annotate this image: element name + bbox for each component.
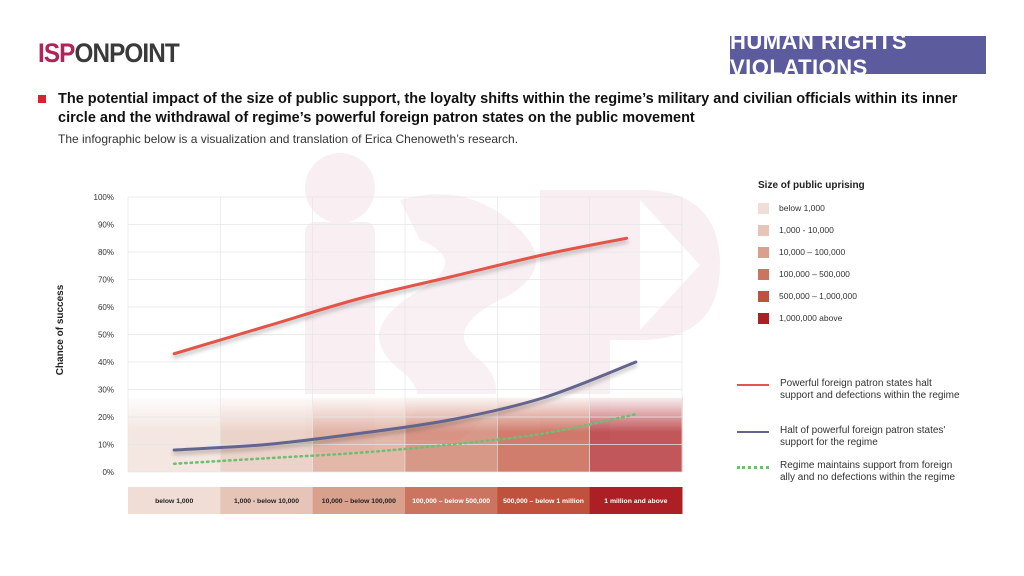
series-line-2 — [172, 360, 638, 452]
legend-label: Regime maintains support from foreign al… — [780, 460, 956, 483]
legend-swatch — [758, 246, 769, 258]
x-category-cell — [405, 487, 498, 514]
legend-swatch — [758, 290, 769, 302]
x-tick-label: 500,000 – below 1 million — [503, 498, 584, 505]
legend-line-swatch — [737, 384, 769, 386]
legend-swatch — [758, 268, 769, 280]
y-tick-label: 100% — [94, 193, 114, 202]
bullet-square-icon — [38, 95, 46, 103]
legend-label: 500,000 – 1,000,000 — [779, 291, 857, 301]
y-tick-label: 50% — [98, 331, 114, 340]
y-axis-label: Chance of success — [55, 284, 66, 375]
isp-logo: ISPONPOINT — [38, 38, 180, 68]
line-legend-item: Halt of powerful foreign patron states' … — [737, 425, 967, 449]
legend-label: 1,000 - 10,000 — [779, 225, 834, 235]
logo-onpoint-text: ONPOINT — [74, 38, 179, 68]
line-legend-item: Powerful foreign patron states halt supp… — [737, 378, 967, 402]
legend-swatch — [758, 202, 769, 214]
x-tick-label: below 1,000 — [155, 498, 193, 505]
series-line-1 — [172, 236, 629, 356]
x-category-cell — [589, 487, 683, 514]
size-legend-item: 10,000 – 100,000 — [758, 245, 845, 259]
y-tick-label: 0% — [102, 468, 114, 477]
size-legend-item: 500,000 – 1,000,000 — [758, 289, 857, 303]
legend-label: below 1,000 — [779, 203, 825, 213]
page-subline: The infographic below is a visualization… — [58, 132, 519, 146]
y-tick-label: 90% — [98, 221, 114, 230]
x-tick-label: 10,000 – below 100,000 — [322, 498, 396, 505]
size-legend-item: 1,000,000 above — [758, 311, 842, 325]
legend-label: 100,000 – 500,000 — [779, 269, 850, 279]
y-tick-label: 60% — [98, 303, 114, 312]
y-tick-label: 70% — [98, 276, 114, 285]
legend-line-swatch — [737, 431, 769, 433]
legend-label: 1,000,000 above — [779, 313, 843, 323]
legend-line-swatch — [737, 466, 769, 469]
series-line-3 — [172, 412, 638, 466]
y-tick-label: 10% — [98, 441, 114, 450]
page-headline: The potential impact of the size of publ… — [58, 91, 958, 126]
x-tick-label: 1,000 - below 10,000 — [234, 498, 299, 505]
size-legend-item: 1,000 - 10,000 — [758, 223, 834, 237]
x-tick-label: 1 million and above — [604, 498, 667, 505]
y-tick-label: 30% — [98, 386, 114, 395]
y-tick-label: 40% — [98, 358, 114, 367]
size-legend-title: Size of public uprising — [758, 180, 865, 191]
legend-label: Halt of powerful foreign patron states' … — [780, 425, 946, 448]
y-tick-label: 20% — [98, 413, 114, 422]
size-legend-item: below 1,000 — [758, 201, 825, 215]
line-legend-item: Regime maintains support from foreign al… — [737, 460, 967, 484]
legend-label: Powerful foreign patron states halt supp… — [780, 378, 960, 401]
y-tick-label: 80% — [98, 248, 114, 257]
size-legend-item: 100,000 – 500,000 — [758, 267, 850, 281]
legend-swatch — [758, 224, 769, 236]
x-tick-label: 100,000 – below 500,000 — [412, 498, 490, 505]
x-category-cell — [128, 487, 221, 514]
x-category-cell — [312, 487, 406, 514]
legend-label: 10,000 – 100,000 — [779, 247, 846, 257]
x-category-cell — [497, 487, 591, 514]
x-category-cell — [220, 487, 314, 514]
legend-swatch — [758, 312, 769, 324]
logo-isp-text: ISP — [38, 38, 75, 68]
